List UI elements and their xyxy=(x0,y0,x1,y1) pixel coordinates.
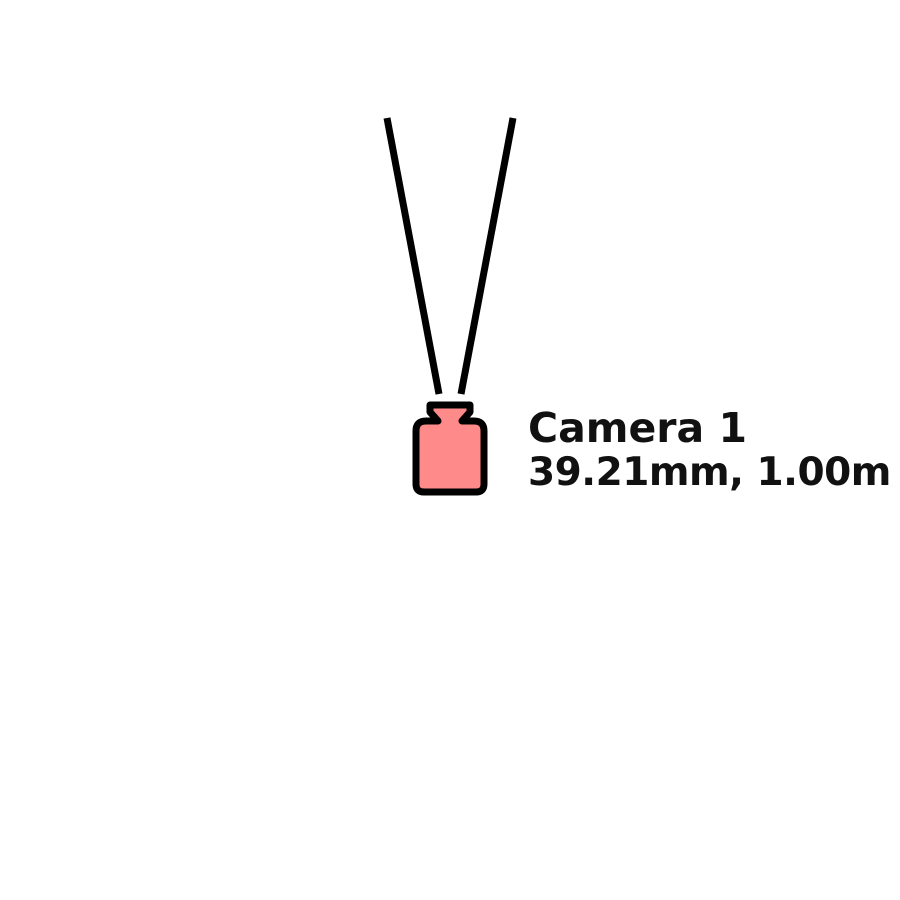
frustum-left-edge xyxy=(383,117,443,395)
frustum-right-edge xyxy=(457,117,517,395)
camera-label: Camera 1 39.21mm, 1.00m xyxy=(528,405,891,495)
camera-icon[interactable] xyxy=(410,400,490,500)
camera-params: 39.21mm, 1.00m xyxy=(528,450,891,495)
camera-name: Camera 1 xyxy=(528,404,747,452)
camera-body xyxy=(412,401,488,496)
